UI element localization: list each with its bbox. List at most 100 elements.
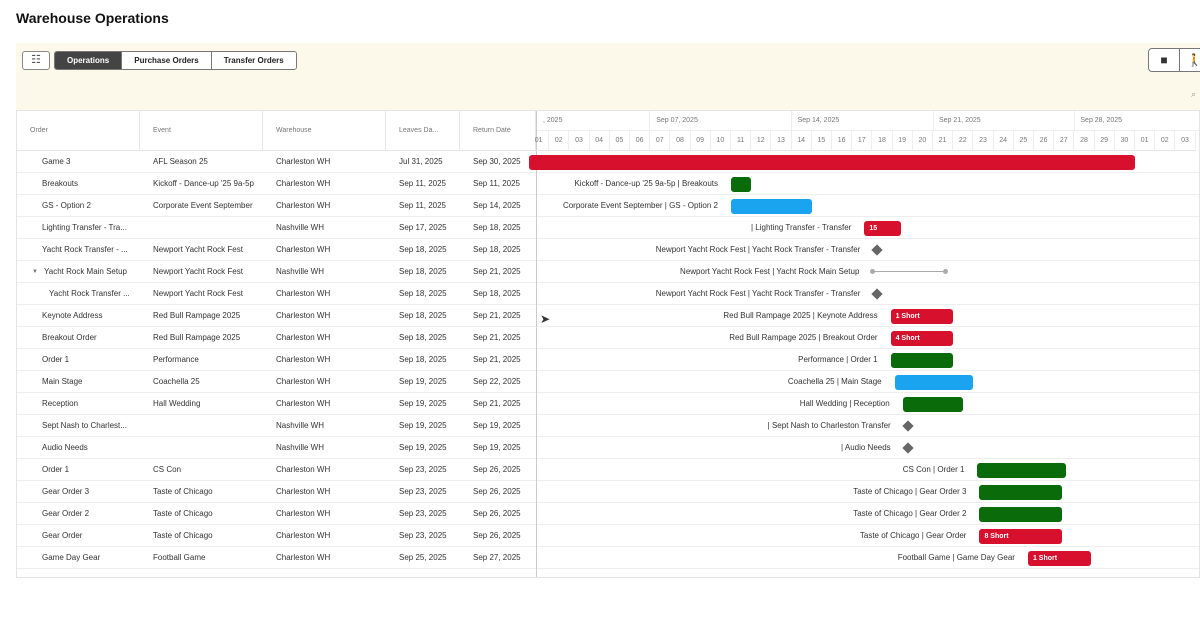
cell-leaves: Sep 11, 2025 [399,201,447,210]
cell-leaves: Sep 18, 2025 [399,355,447,364]
task-bar[interactable]: 8 Short [979,529,1063,544]
task-bar[interactable] [979,485,1063,500]
table-row[interactable]: Breakout Order Red Bull Rampage 2025 Charl… [17,327,536,349]
cell-returns: Sep 18, 2025 [473,289,521,298]
task-bar[interactable]: 15 [864,221,901,236]
day-header: 18 [872,131,893,151]
cell-order: Yacht Rock Main Setup [44,267,128,276]
cell-order: GS - Option 2 [42,201,91,210]
task-label: Taste of Chicago | Gear Order [859,531,967,540]
table-row[interactable]: Sept Nash to Charlest... Nashville WH Sep … [17,415,536,437]
table-row[interactable]: Order 1 CS Con Charleston WH Sep 23, 2025 Se… [17,459,536,481]
task-bar[interactable] [529,155,1135,170]
cell-returns: Sep 14, 2025 [473,201,521,210]
cell-returns: Sep 21, 2025 [473,399,521,408]
column-header-order[interactable]: Order [17,111,140,151]
task-bar[interactable]: 4 Short [890,331,954,346]
person-walking-button[interactable]: 🚶 [1179,49,1200,71]
column-header-leaves-date[interactable]: Leaves Da... [386,111,460,151]
table-row[interactable]: GS - Option 2 Corporate Event September Ch… [17,195,536,217]
day-header: 24 [993,131,1014,151]
task-label: Hall Wedding | Reception [799,399,890,408]
zoom-icon[interactable]: ⌕ [1190,89,1196,99]
task-bar[interactable] [902,397,964,412]
table-row[interactable]: Yacht Rock Transfer - ... Newport Yacht R… [17,239,536,261]
cell-leaves: Sep 25, 2025 [399,553,447,562]
table-row[interactable]: Lighting Transfer - Tra... Nashville WH Se… [17,217,536,239]
cell-returns: Sep 30, 2025 [473,157,521,166]
task-bar[interactable] [890,353,954,368]
cell-leaves: Sep 18, 2025 [399,289,447,298]
person-walking-icon: 🚶 [1187,53,1200,67]
week-header: , 2025 [537,111,651,131]
week-header: Sep 28, 2025 [1074,111,1199,131]
table-row[interactable]: Order 1 Performance Charleston WH Sep 18, 2… [17,349,536,371]
table-row[interactable]: Gear Order 2 Taste of Chicago Charleston W… [17,503,536,525]
expand-caret-icon[interactable]: ▼ [32,269,38,275]
timeline-row: | Sept Nash to Charleston Transfer [537,415,1199,437]
table-row[interactable]: Game Day Gear Football Game Charleston WH S… [17,547,536,569]
table-row[interactable]: Audio Needs Nashville WH Sep 19, 2025 Sep 1… [17,437,536,459]
cell-warehouse: Charleston WH [276,487,331,496]
task-bar[interactable]: 1 Short [890,309,954,324]
task-bar[interactable] [731,177,752,192]
cell-order: Lighting Transfer - Tra... [42,223,127,232]
milestone-diamond[interactable] [871,288,884,300]
day-header: 03 [569,131,590,151]
archive-download-button[interactable]: ■ [1149,49,1179,71]
task-label: Football Game | Game Day Gear [897,553,1015,562]
task-bar[interactable] [977,463,1067,478]
day-header: 21 [933,131,954,151]
table-row[interactable]: Reception Hall Wedding Charleston WH Sep 19… [17,393,536,415]
day-header: 07 [650,131,671,151]
table-row[interactable]: ▼ Yacht Rock Main Setup Newport Yacht Rock… [17,261,536,283]
table-row[interactable]: Gear Order 3 Taste of Chicago Charleston W… [17,481,536,503]
cell-order: Order 1 [42,465,70,474]
summary-start-dot[interactable] [870,269,876,274]
timeline-row: Newport Yacht Rock Fest | Yacht Rock Tra… [537,283,1199,305]
table-row[interactable]: Game 3 AFL Season 25 Charleston WH Jul 31, … [17,151,536,173]
milestone-diamond[interactable] [902,420,914,432]
summary-end-dot[interactable] [943,269,949,274]
cell-returns: Sep 19, 2025 [473,443,521,452]
cell-warehouse: Charleston WH [276,289,331,298]
cell-warehouse: Charleston WH [276,509,331,518]
task-bar[interactable] [894,375,974,390]
milestone-diamond[interactable] [871,244,884,256]
cell-warehouse: Nashville WH [276,421,325,430]
table-row[interactable]: Gear Order Taste of Chicago Charleston WH S… [17,525,536,547]
cell-warehouse: Nashville WH [276,223,325,232]
task-bar[interactable] [731,199,812,214]
timeline-row: Coachella 25 | Main Stage [537,371,1199,393]
tab-transfer-orders[interactable]: Transfer Orders [210,52,296,69]
cell-event: Kickoff - Dance-up '25 9a-5p [153,179,254,188]
table-row[interactable]: Breakouts Kickoff - Dance-up '25 9a-5p Cha… [17,173,536,195]
column-header-return-date[interactable]: Return Date [460,111,536,151]
tab-purchase-orders[interactable]: Purchase Orders [121,52,211,69]
table-row[interactable]: Keynote Address Red Bull Rampage 2025 Char… [17,305,536,327]
timeline-row: Corporate Event September | GS - Option … [537,195,1199,217]
column-header-warehouse[interactable]: Warehouse [263,111,386,151]
tab-operations[interactable]: Operations [55,52,122,69]
view-tabs: Operations Purchase Orders Transfer Orde… [54,51,297,70]
day-header: 27 [1054,131,1075,151]
cell-order: Keynote Address [42,311,103,320]
cell-leaves: Sep 18, 2025 [399,311,447,320]
cell-warehouse: Charleston WH [276,399,331,408]
filter-button[interactable]: ☷ [22,51,50,70]
task-label: | Lighting Transfer - Transfer [750,223,852,232]
task-label: Kickoff - Dance-up '25 9a-5p | Breakouts [574,179,718,188]
cell-warehouse: Charleston WH [276,465,331,474]
cell-event: Taste of Chicago [153,531,213,540]
timeline-row: Taste of Chicago | Gear Order 3 [537,481,1199,503]
milestone-diamond[interactable] [902,442,914,454]
day-header: 19 [892,131,913,151]
task-bar[interactable] [979,507,1063,522]
table-row[interactable]: Yacht Rock Transfer ... Newport Yacht Roc… [17,283,536,305]
column-header-event[interactable]: Event [140,111,263,151]
task-bar[interactable]: 1 Short [1027,551,1091,566]
cell-order: Breakout Order [42,333,97,342]
table-row[interactable]: Main Stage Coachella 25 Charleston WH Sep 1… [17,371,536,393]
task-label: | Audio Needs [841,443,891,452]
cell-leaves: Sep 18, 2025 [399,245,447,254]
